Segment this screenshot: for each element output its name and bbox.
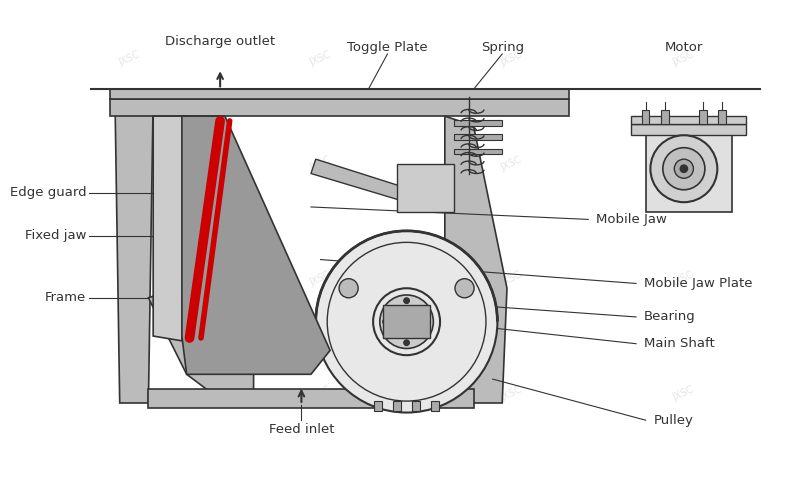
Bar bbox=[149, 388, 474, 408]
Bar bbox=[374, 401, 382, 410]
Bar bbox=[642, 110, 650, 124]
Bar bbox=[397, 164, 454, 212]
Circle shape bbox=[650, 136, 718, 202]
Text: Feed inlet: Feed inlet bbox=[269, 424, 334, 436]
Polygon shape bbox=[182, 116, 330, 374]
Text: JXSC: JXSC bbox=[672, 384, 696, 402]
Text: JXSC: JXSC bbox=[672, 270, 696, 288]
Text: JXSC: JXSC bbox=[672, 50, 696, 68]
Text: JXSC: JXSC bbox=[308, 154, 333, 173]
Text: JXSC: JXSC bbox=[499, 270, 524, 288]
Text: JXSC: JXSC bbox=[499, 154, 524, 173]
Text: JXSC: JXSC bbox=[117, 154, 142, 173]
Bar bbox=[382, 306, 430, 338]
Text: JXSC: JXSC bbox=[117, 270, 142, 288]
Text: JXSC: JXSC bbox=[499, 50, 524, 68]
Bar bbox=[454, 148, 502, 154]
Text: Edge guard: Edge guard bbox=[10, 186, 86, 199]
Circle shape bbox=[393, 308, 420, 335]
Text: Mobile Jaw Plate: Mobile Jaw Plate bbox=[644, 277, 752, 290]
Circle shape bbox=[380, 295, 434, 348]
Polygon shape bbox=[445, 116, 507, 403]
Bar bbox=[110, 99, 569, 116]
Text: JXSC: JXSC bbox=[672, 154, 696, 173]
Polygon shape bbox=[115, 97, 153, 403]
Text: JXSC: JXSC bbox=[117, 50, 142, 68]
Text: Main Shaft: Main Shaft bbox=[644, 337, 714, 350]
Text: JXSC: JXSC bbox=[117, 384, 142, 402]
Text: Toggle Plate: Toggle Plate bbox=[347, 41, 428, 54]
Bar bbox=[718, 110, 726, 124]
Polygon shape bbox=[149, 288, 254, 403]
Circle shape bbox=[339, 278, 358, 298]
Text: JXSC: JXSC bbox=[499, 384, 524, 402]
Bar bbox=[631, 124, 746, 136]
Text: Frame: Frame bbox=[45, 292, 86, 304]
Bar bbox=[110, 90, 569, 99]
Bar bbox=[412, 401, 420, 410]
Polygon shape bbox=[153, 116, 186, 341]
Circle shape bbox=[455, 278, 474, 298]
Text: Fixed jaw: Fixed jaw bbox=[25, 229, 86, 242]
Bar bbox=[699, 110, 707, 124]
Bar bbox=[454, 134, 502, 140]
Circle shape bbox=[401, 316, 412, 328]
Text: Bearing: Bearing bbox=[644, 310, 695, 324]
Text: JXSC: JXSC bbox=[308, 384, 333, 402]
Bar bbox=[393, 401, 401, 410]
Circle shape bbox=[316, 231, 498, 412]
Text: Motor: Motor bbox=[665, 41, 703, 54]
Circle shape bbox=[680, 165, 688, 172]
Circle shape bbox=[382, 319, 389, 324]
Text: Discharge outlet: Discharge outlet bbox=[165, 35, 275, 48]
Circle shape bbox=[663, 148, 705, 190]
Text: JXSC: JXSC bbox=[308, 270, 333, 288]
Bar bbox=[646, 136, 732, 212]
Circle shape bbox=[674, 159, 694, 178]
Bar bbox=[431, 401, 439, 410]
Bar bbox=[631, 116, 746, 124]
Circle shape bbox=[404, 298, 410, 304]
Bar bbox=[661, 110, 669, 124]
Bar bbox=[454, 120, 502, 126]
Circle shape bbox=[404, 340, 410, 345]
Circle shape bbox=[425, 319, 430, 324]
Text: Pulley: Pulley bbox=[654, 414, 693, 426]
Text: Mobile Jaw: Mobile Jaw bbox=[596, 213, 666, 226]
Text: Spring: Spring bbox=[481, 41, 524, 54]
Polygon shape bbox=[311, 159, 421, 202]
Text: JXSC: JXSC bbox=[308, 50, 333, 68]
